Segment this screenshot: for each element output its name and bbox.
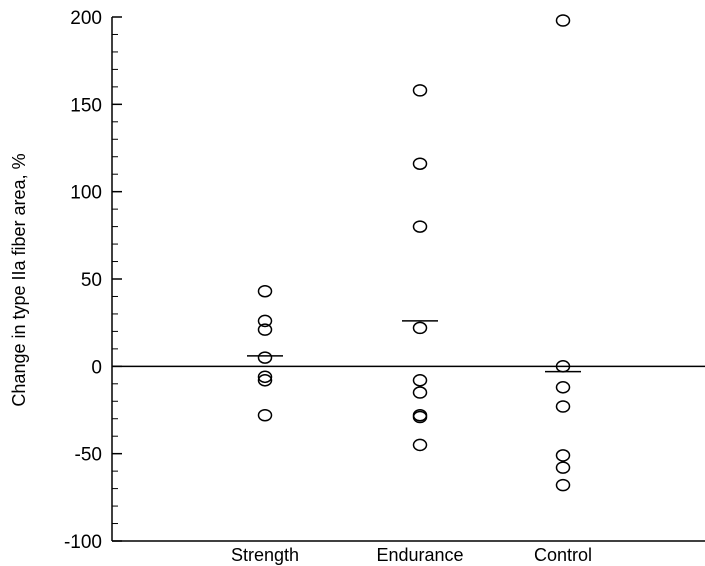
data-point xyxy=(555,478,571,492)
data-point xyxy=(555,449,571,462)
x-category-label: Control xyxy=(534,545,592,565)
y-tick-label: -50 xyxy=(75,445,102,466)
x-category-label: Strength xyxy=(231,545,299,565)
data-point xyxy=(412,220,428,233)
y-tick-label: 0 xyxy=(91,357,102,378)
y-tick-label: 150 xyxy=(70,95,102,116)
data-point xyxy=(555,400,571,413)
data-point xyxy=(412,410,428,424)
data-point xyxy=(257,408,273,422)
data-point xyxy=(555,381,571,394)
data-point xyxy=(257,351,273,364)
y-tick-label: 50 xyxy=(81,270,102,291)
data-point xyxy=(257,314,273,328)
data-point xyxy=(257,323,273,336)
data-point xyxy=(412,438,428,452)
y-axis-label: Change in type IIa fiber area, % xyxy=(9,153,29,406)
marks xyxy=(247,14,581,492)
data-point xyxy=(412,321,428,335)
data-point xyxy=(412,157,428,170)
data-point xyxy=(412,374,428,387)
y-tick-label: 100 xyxy=(70,183,102,204)
data-point xyxy=(555,14,571,27)
data-point xyxy=(412,386,428,399)
data-point xyxy=(257,374,273,387)
y-tick-label: -100 xyxy=(64,532,102,553)
data-point xyxy=(555,461,571,474)
y-tick-label: 200 xyxy=(70,8,102,29)
x-category-label: Endurance xyxy=(376,545,463,565)
axes: 200 150 100 50 0 -50 -100 Strength Endurance Cont… xyxy=(64,8,705,565)
data-point xyxy=(257,284,273,298)
data-point xyxy=(257,370,273,384)
data-point xyxy=(412,84,428,97)
